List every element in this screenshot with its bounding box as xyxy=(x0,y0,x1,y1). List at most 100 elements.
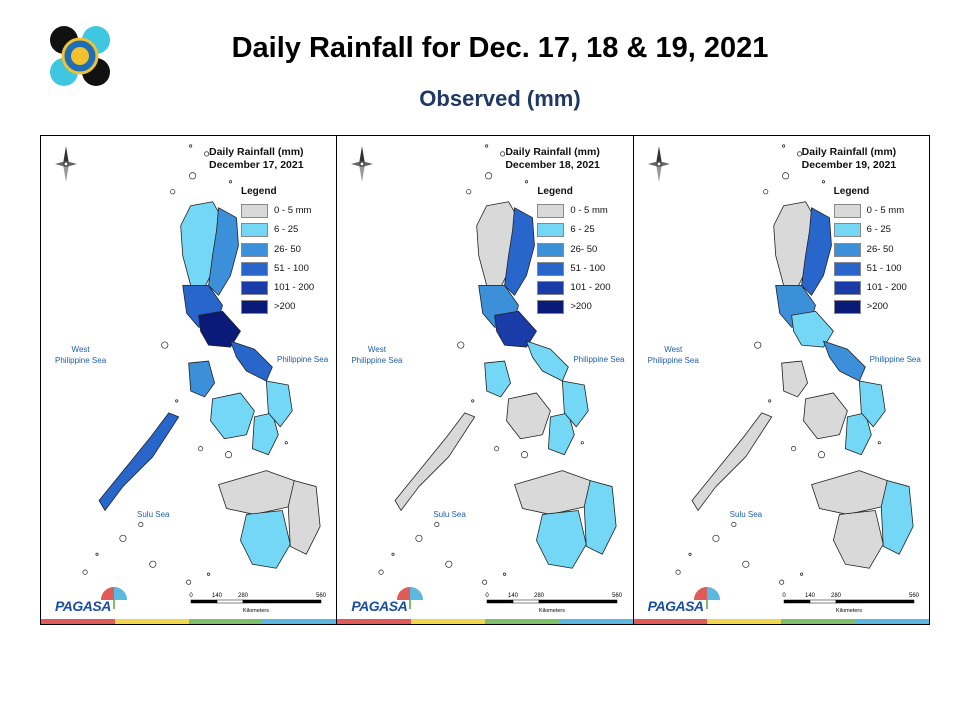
legend-swatch xyxy=(833,300,861,315)
scale-segment xyxy=(835,599,914,604)
islet xyxy=(149,560,157,568)
islet xyxy=(753,341,761,349)
region-mindanao-east xyxy=(584,480,617,555)
region-mindanao-east xyxy=(287,480,321,555)
region-bicol xyxy=(526,340,570,382)
legend-label: 51 - 100 xyxy=(570,262,606,274)
islet xyxy=(730,521,737,527)
map-title: Daily Rainfall (mm) December 18, 2021 xyxy=(505,146,600,171)
rainfall-map xyxy=(675,144,914,585)
strip-segment xyxy=(855,619,929,624)
region-mindoro xyxy=(188,360,215,398)
legend-label: 0 - 5 mm xyxy=(570,205,608,216)
legend-title: Legend xyxy=(537,186,573,197)
islet xyxy=(781,172,789,180)
islet xyxy=(170,189,176,195)
scale-tick-label: 280 xyxy=(238,593,249,599)
legend-label: 6 - 25 xyxy=(866,224,891,236)
scale-bar: 0 140 280 560 Kilometers xyxy=(486,593,623,614)
islet xyxy=(138,521,144,527)
region-visayas-west xyxy=(210,392,255,440)
color-strip xyxy=(41,619,337,624)
legend-label: 101 - 200 xyxy=(866,282,907,294)
region-mindanao-north xyxy=(514,470,591,515)
region-manila-bay xyxy=(198,310,241,348)
legend-swatch xyxy=(833,204,861,218)
legend-label: 101 - 200 xyxy=(274,282,315,294)
islet xyxy=(485,144,489,148)
pagasa-umbrella-icon xyxy=(693,587,720,609)
scale-tick-label: 140 xyxy=(508,593,519,599)
page-subtitle: Observed (mm) xyxy=(419,86,581,111)
islet xyxy=(457,341,465,349)
scale-segment xyxy=(190,599,218,604)
pagasa-wordmark: PAGASA xyxy=(55,598,111,614)
scale-unit: Kilometers xyxy=(243,608,269,614)
sea-label-west-philippine: West Philippine Sea xyxy=(351,345,403,365)
region-palawan xyxy=(394,412,476,511)
islet xyxy=(741,560,750,568)
region-mindanao-south xyxy=(832,510,884,569)
islet xyxy=(521,451,529,459)
pagasa-seal-logo xyxy=(48,24,112,88)
legend-label: 26- 50 xyxy=(274,243,301,255)
page-title: Daily Rainfall for Dec. 17, 18 & 19, 202… xyxy=(231,32,769,64)
region-samar xyxy=(858,380,886,428)
region-samar xyxy=(265,380,293,428)
islet xyxy=(482,579,488,585)
islet xyxy=(284,441,288,445)
islet xyxy=(799,572,803,576)
legend-label: 51 - 100 xyxy=(274,262,309,274)
sea-label-philippine: Philippine Sea xyxy=(277,355,329,364)
pagasa-umbrella-icon xyxy=(397,587,424,609)
scale-segment xyxy=(487,599,514,604)
strip-segment xyxy=(114,619,189,624)
pagasa-logo: PAGASA xyxy=(638,584,724,620)
map-panel-dec-17: Daily Rainfall (mm) December 17, 2021 Le… xyxy=(41,136,338,624)
scale-tick-label: 560 xyxy=(612,593,623,599)
legend-swatch xyxy=(241,281,268,296)
islet xyxy=(119,534,127,542)
region-mindoro xyxy=(484,360,512,398)
legend-swatch xyxy=(833,242,861,257)
legend-label: >200 xyxy=(866,301,889,313)
pagasa-wordmark: PAGASA xyxy=(351,598,408,614)
strip-segment xyxy=(558,619,633,624)
legend-swatch xyxy=(537,204,565,218)
islet xyxy=(207,572,211,576)
legend-label: 0 - 5 mm xyxy=(274,205,312,216)
islet xyxy=(796,151,802,157)
scale-segment xyxy=(216,599,244,604)
islet xyxy=(445,560,453,568)
north-arrow-icon xyxy=(351,146,374,182)
region-cagayan-east xyxy=(800,207,832,296)
scale-tick-label: 0 xyxy=(486,593,490,599)
rainfall-map xyxy=(378,144,617,585)
legend-swatch xyxy=(241,242,268,257)
pagasa-logo: PAGASA xyxy=(45,584,131,620)
islet xyxy=(767,399,771,403)
islet xyxy=(821,180,825,184)
region-mindanao-south xyxy=(536,510,587,569)
region-cagayan-east xyxy=(504,207,536,296)
islet xyxy=(198,446,204,452)
map-title: Daily Rainfall (mm) December 19, 2021 xyxy=(801,146,897,171)
islet xyxy=(712,534,720,542)
region-mindanao-east xyxy=(880,480,914,555)
islet xyxy=(391,552,395,556)
sea-label-sulu: Sulu Sea xyxy=(729,510,763,519)
legend-label: 6 - 25 xyxy=(274,224,299,236)
sea-label-west-philippine: West Philippine Sea xyxy=(647,345,699,365)
legend-label: >200 xyxy=(570,301,592,313)
islet xyxy=(762,189,768,195)
map-panel-dec-18: Daily Rainfall (mm) December 18, 2021 Le… xyxy=(337,136,634,624)
islet xyxy=(466,189,472,195)
sea-label-west-philippine: West Philippine Sea xyxy=(55,345,107,365)
strip-segment xyxy=(262,619,337,624)
map-title: Daily Rainfall (mm) December 17, 2021 xyxy=(209,146,304,171)
legend-label: 26- 50 xyxy=(866,243,894,255)
islet xyxy=(224,451,233,459)
legend-label: 51 - 100 xyxy=(866,262,902,274)
sea-label-philippine: Philippine Sea xyxy=(869,355,921,364)
scale-tick-label: 0 xyxy=(189,593,193,599)
